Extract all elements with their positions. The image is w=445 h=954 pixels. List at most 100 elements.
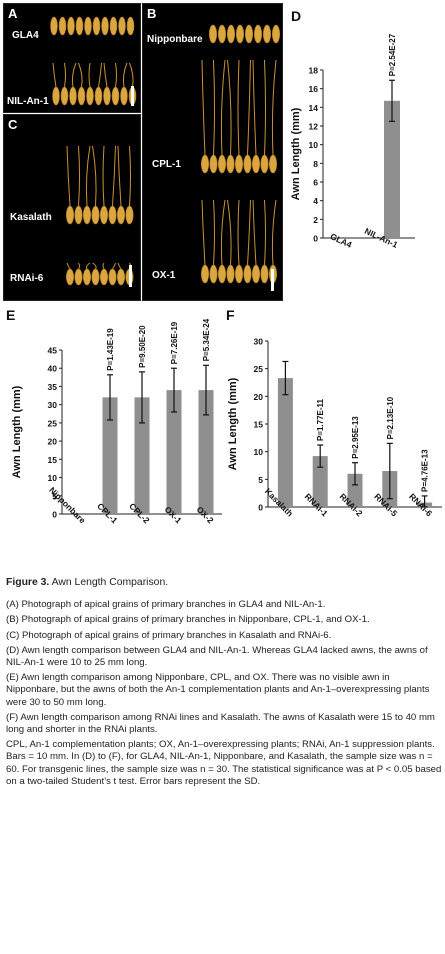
cpl-1-grain <box>209 154 218 174</box>
gla4-grain <box>75 16 84 36</box>
bar-rnai-2 <box>347 473 363 507</box>
label-kasalath: Kasalath <box>10 212 52 223</box>
nil-an-1-grain <box>120 86 128 106</box>
rnai-grain <box>116 268 126 286</box>
p-value-label: P=9.50E-20 <box>138 325 147 368</box>
p-value-label: P=7.26E-19 <box>170 321 179 364</box>
nil-an-1-grain <box>69 86 77 106</box>
x-tick-label: Nipponbare <box>47 485 88 526</box>
nil-an-1-awn <box>115 62 117 88</box>
gla4-grain <box>109 16 118 36</box>
cpl-1-awn <box>237 59 240 156</box>
rnai-grain <box>74 268 83 286</box>
y-tick-label: 16 <box>309 84 319 94</box>
bar-ox-2 <box>198 390 214 514</box>
kasalath-grain <box>82 205 92 225</box>
panel-letter-f: F <box>226 307 235 323</box>
y-tick-label: 15 <box>254 420 264 430</box>
caption-f: (F) Awn length comparison among RNAi lin… <box>6 711 435 736</box>
nil-an-1-grain <box>103 86 111 106</box>
scale-bar <box>271 269 274 291</box>
y-tick-label: 18 <box>309 66 319 76</box>
cpl-1-grain <box>243 154 252 174</box>
cpl-1-grain <box>260 154 269 174</box>
cpl-1-grain <box>268 154 278 174</box>
nil-an-1-awn <box>129 62 134 88</box>
nil-an-1-grain <box>60 86 69 106</box>
y-tick-label: 45 <box>48 346 58 356</box>
rnai-awn <box>66 262 71 270</box>
kasalath-awn <box>66 145 71 207</box>
nil-an-1-grain <box>86 86 94 106</box>
nipponbare-grain <box>226 24 236 44</box>
cpl-1-grain <box>226 154 235 174</box>
kasalath-grain <box>108 205 117 225</box>
ox-1-awn <box>264 199 266 266</box>
y-tick-label: 5 <box>52 491 57 501</box>
y-axis-label: Awn Length (mm) <box>227 377 239 470</box>
nipponbare-grain <box>235 24 245 44</box>
rnai-awn <box>117 262 122 270</box>
nipponbare-grain <box>271 24 281 44</box>
cpl-1-grain <box>217 154 227 174</box>
p-value-label: P=1.43E-19 <box>106 328 115 371</box>
gla4-grain <box>58 16 67 36</box>
grain-image-b <box>200 24 281 291</box>
y-tick-label: 5 <box>258 475 263 485</box>
kasalath-grain <box>91 205 100 225</box>
figure-caption: Figure 3. Awn Length Comparison. (A) Pho… <box>6 577 442 791</box>
photo-panel-c: C Kasalath RNAi-6 <box>3 114 141 301</box>
rnai-grain <box>82 268 92 286</box>
label-nipponbare: Nipponbare <box>147 34 203 45</box>
y-tick-label: 0 <box>258 503 263 513</box>
rnai-grain <box>91 268 100 286</box>
panel-letter-b: B <box>147 6 157 21</box>
nil-an-1-awn <box>52 62 57 88</box>
kasalath-awn <box>78 145 80 207</box>
y-tick-label: 35 <box>48 382 58 392</box>
y-tick-label: 12 <box>309 122 319 132</box>
ox-1-grain <box>217 264 227 284</box>
y-tick-label: 20 <box>254 392 264 402</box>
ox-1-awn <box>247 199 251 266</box>
ox-1-awn <box>271 199 277 266</box>
ox-1-grain <box>251 264 261 284</box>
gla4-grain <box>101 16 109 36</box>
gla4-grain <box>92 16 101 36</box>
y-tick-label: 30 <box>254 337 264 347</box>
nil-an-1-grain <box>94 86 103 106</box>
rnai-grain <box>108 268 117 286</box>
nil-an-1-grain <box>111 86 120 106</box>
y-tick-label: 0 <box>52 510 57 520</box>
kasalath-awn <box>92 145 97 207</box>
p-value-label: P=2.13E-10 <box>386 396 395 439</box>
ox-1-grain <box>200 264 210 284</box>
caption-d: (D) Awn length comparison between GLA4 a… <box>6 644 428 669</box>
bar-cpl-2 <box>134 397 150 514</box>
bar-cpl-1 <box>102 397 118 514</box>
nil-an-1-awn <box>98 62 102 88</box>
p-value-label: P=5.34E-24 <box>202 318 211 361</box>
y-tick-label: 6 <box>313 178 318 188</box>
rnai-awn <box>102 262 105 270</box>
y-tick-label: 25 <box>254 364 264 374</box>
p-value-label: P=1.77E-11 <box>316 398 325 441</box>
ox-1-awn <box>201 199 206 266</box>
cpl-1-awn <box>247 59 251 156</box>
kasalath-grain <box>65 205 75 225</box>
gla4-grain <box>126 16 135 36</box>
caption-b: (B) Photograph of apical grains of prima… <box>6 614 370 626</box>
y-tick-label: 2 <box>313 215 318 225</box>
y-tick-label: 30 <box>48 400 58 410</box>
y-tick-label: 10 <box>309 140 319 150</box>
scale-bar <box>131 86 134 106</box>
nil-an-1-awn <box>103 62 108 88</box>
y-tick-label: 10 <box>254 447 264 457</box>
cpl-1-awn <box>201 59 206 156</box>
ox-1-grain <box>226 264 235 284</box>
nil-an-1-awn <box>71 62 77 88</box>
gla4-grain <box>67 16 75 36</box>
nil-an-1-grain <box>77 86 86 106</box>
